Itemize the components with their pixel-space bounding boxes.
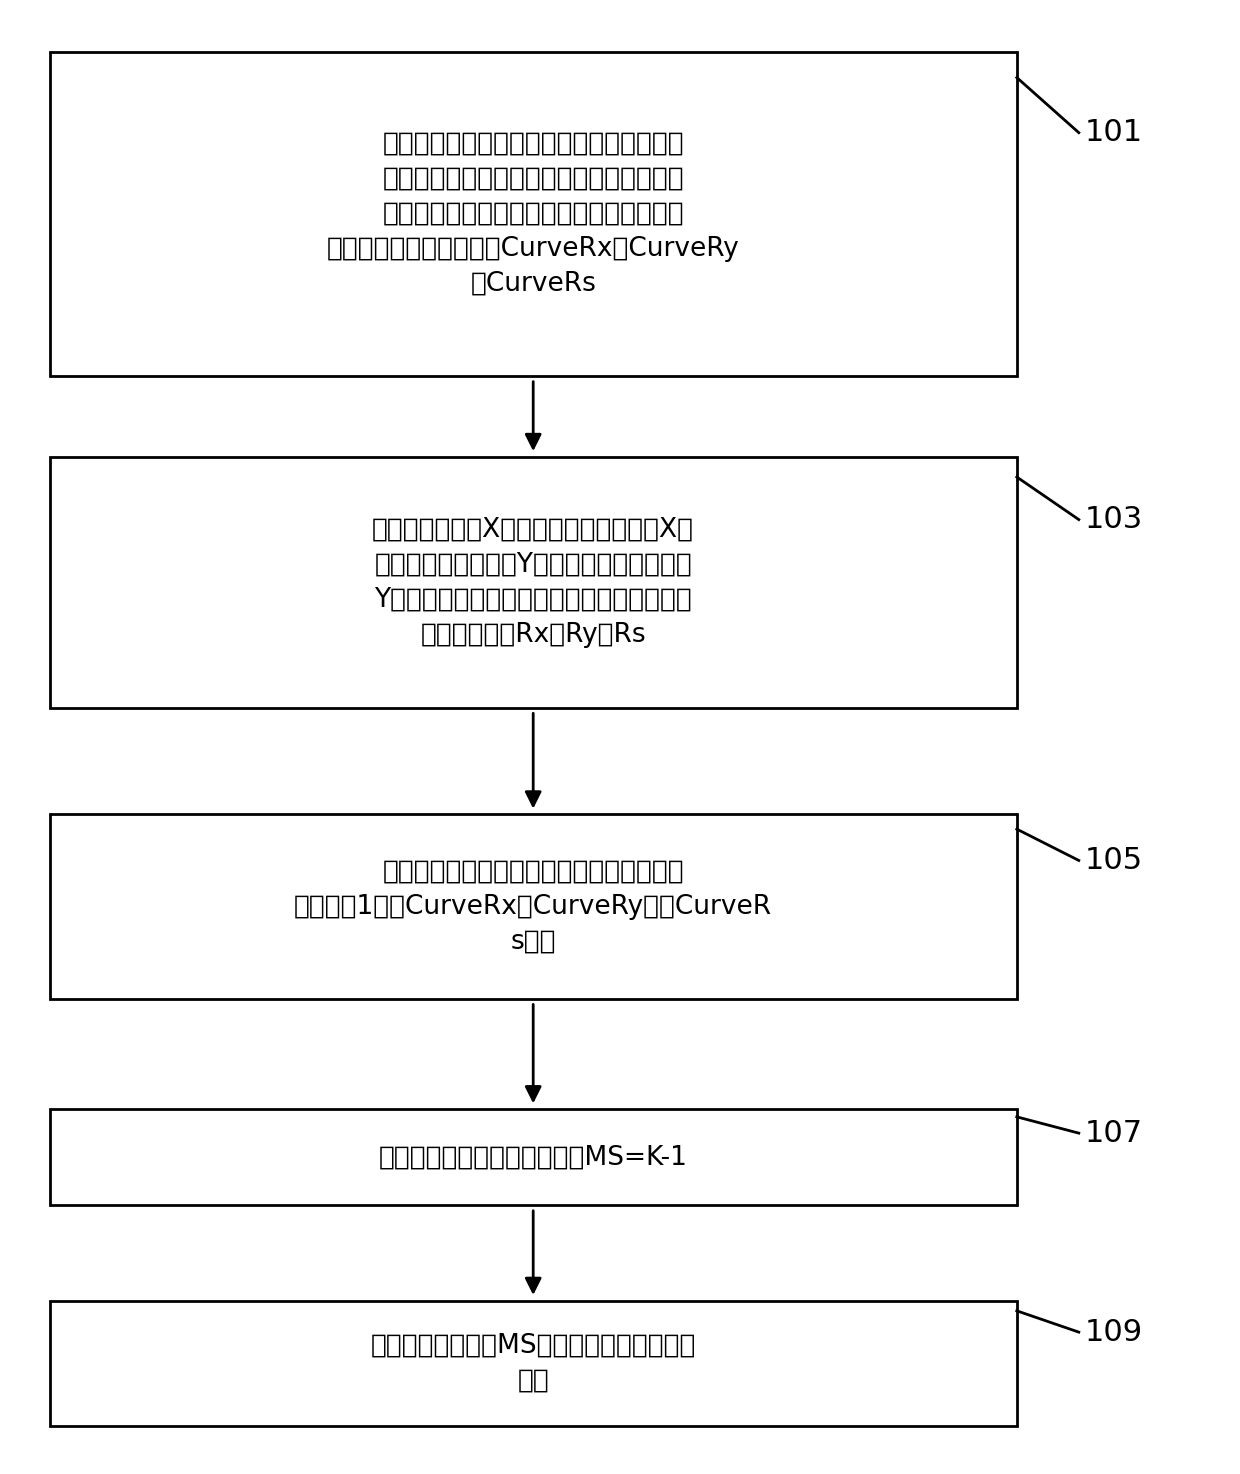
Bar: [50, 52, 1017, 376]
Text: 计算所述矩形平板的安全裕度MS=K-1: 计算所述矩形平板的安全裕度MS=K-1: [378, 1144, 688, 1170]
Text: 根据所述安全裕度MS分析所述矩形平板的稳
定性: 根据所述安全裕度MS分析所述矩形平板的稳 定性: [371, 1332, 696, 1394]
Text: 107: 107: [1085, 1119, 1143, 1148]
Text: 103: 103: [1085, 506, 1143, 534]
Text: 101: 101: [1085, 118, 1143, 147]
Bar: [50, 457, 1017, 708]
Bar: [50, 1302, 1017, 1427]
Bar: [50, 814, 1017, 999]
Text: 根据矩形平板的X方向的压缩许用应力、X方
向的压缩工作应力、Y方向的压缩许用应力、
Y方向的压缩工作应力、剪切许用应力、剪切
工作应力计算Rx、Ry、Rs: 根据矩形平板的X方向的压缩许用应力、X方 向的压缩工作应力、Y方向的压缩许用应力…: [372, 517, 694, 647]
Text: 105: 105: [1085, 846, 1143, 876]
Text: 基于二分查找算法在所述曲线数据中查找满
足公式（1）的CurveRx、CurveRy以及CurveR
s的值: 基于二分查找算法在所述曲线数据中查找满 足公式（1）的CurveRx、Curve…: [294, 858, 773, 955]
Bar: [50, 1110, 1017, 1206]
Text: 对矩形平板双压剪切屈曲相关曲线的曲线图
进行电子化处理，得到曲线数据，其中，所
述曲线图的横坐标、纵坐标和曲线上的值在
所述曲线数据中分别记为CurveRx、C: 对矩形平板双压剪切屈曲相关曲线的曲线图 进行电子化处理，得到曲线数据，其中，所 …: [327, 131, 739, 296]
Text: 109: 109: [1085, 1318, 1143, 1347]
